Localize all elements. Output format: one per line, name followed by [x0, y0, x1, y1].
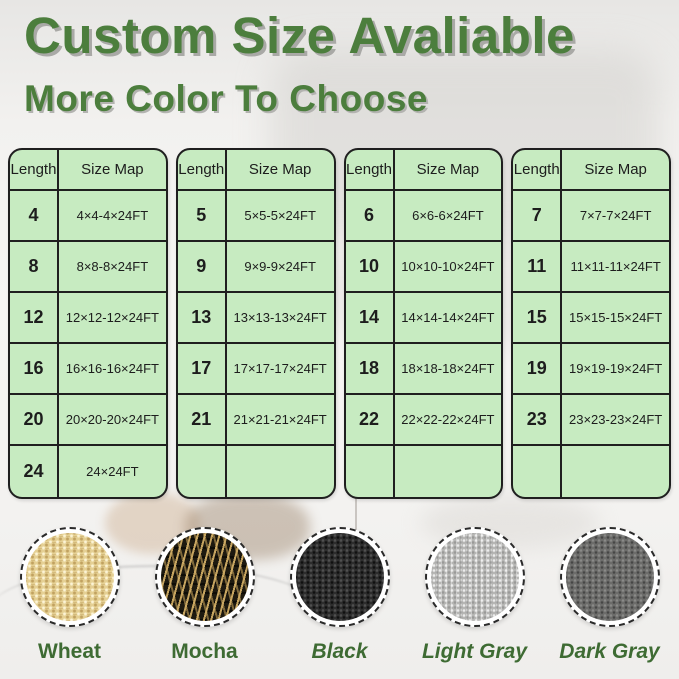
length-header-cell: Length — [10, 150, 59, 191]
page-title: Custom Size Avaliable — [24, 7, 575, 64]
swatch-label-black: Black — [311, 640, 368, 663]
length-cell: 22 — [345, 395, 395, 446]
length-header-cell: Length — [513, 150, 563, 191]
length-cell: 17 — [177, 344, 227, 395]
size-map-cell: 14×14-14×24FT — [394, 293, 502, 344]
dark-gray-fabric-texture — [565, 533, 654, 621]
size-map-cell: 7×7-7×24FT — [562, 191, 669, 242]
swatch-mocha: Mocha — [139, 527, 270, 664]
size-table: Length Size Map 5 5×5-5×24FT 9 9×9-9×24FT 13 13… — [175, 148, 336, 499]
length-cell: 15 — [513, 293, 563, 344]
dark-gray-fabric-circle — [559, 527, 660, 627]
light-gray-fabric-texture — [430, 533, 519, 621]
size-table: Length Size Map 6 6×6-6×24FT 10 10×10-10×24FT… — [343, 148, 504, 499]
size-map-cell: 9×9-9×24FT — [226, 242, 334, 293]
length-cell: 10 — [345, 242, 395, 293]
mocha-fabric-circle — [154, 527, 255, 627]
page-subtitle: More Color To Choose — [24, 78, 428, 119]
swatch-light-gray: Light Gray — [409, 527, 540, 664]
length-cell — [513, 446, 563, 497]
length-cell: 24 — [10, 446, 59, 497]
size-map-cell: 15×15-15×24FT — [562, 293, 669, 344]
length-cell: 4 — [10, 191, 59, 242]
size-map-cell: 20×20-20×24FT — [59, 395, 166, 446]
wheat-fabric-circle — [19, 527, 120, 627]
length-cell: 21 — [177, 395, 227, 446]
size-map-header-cell: Size Map — [562, 150, 669, 191]
swatch-label-light-gray: Light Gray — [421, 640, 527, 663]
length-header-cell: Length — [177, 150, 227, 191]
length-cell: 5 — [177, 191, 227, 242]
size-table: Length Size Map 7 7×7-7×24FT 11 11×11-11×24FT… — [511, 148, 671, 499]
size-tables: Length Size Map 4 4×4-4×24FT 8 8×8-8×24FT 12 12… — [8, 148, 671, 499]
size-map-cell: 21×21-21×24FT — [226, 395, 334, 446]
length-cell: 14 — [345, 293, 395, 344]
light-gray-fabric-circle — [424, 527, 525, 627]
size-map-cell: 6×6-6×24FT — [394, 191, 502, 242]
swatch-dark-gray: Dark Gray — [544, 527, 675, 664]
size-map-cell: 10×10-10×24FT — [394, 242, 502, 293]
size-map-cell: 13×13-13×24FT — [226, 293, 334, 344]
length-cell: 8 — [10, 242, 59, 293]
length-cell: 20 — [10, 395, 59, 446]
size-map-cell: 23×23-23×24FT — [562, 395, 669, 446]
length-cell: 7 — [513, 191, 563, 242]
length-cell: 19 — [513, 344, 563, 395]
length-cell: 9 — [177, 242, 227, 293]
size-map-cell — [395, 446, 502, 497]
length-cell: 11 — [513, 242, 563, 293]
size-map-cell: 24×24FT — [86, 464, 139, 479]
size-map-header-cell: Size Map — [226, 150, 334, 191]
size-table: Length Size Map 4 4×4-4×24FT 8 8×8-8×24FT 12 12… — [8, 148, 168, 499]
size-map-cell: 4×4-4×24FT — [59, 191, 166, 242]
mocha-fabric-texture — [160, 533, 249, 621]
length-cell: 6 — [345, 191, 395, 242]
size-map-cell: 5×5-5×24FT — [226, 191, 334, 242]
swatch-label-wheat: Wheat — [38, 640, 101, 663]
size-map-cell — [227, 446, 334, 497]
size-map-header-cell: Size Map — [59, 150, 166, 191]
swatch-wheat: Wheat — [4, 527, 135, 664]
size-map-cell: 19×19-19×24FT — [562, 344, 669, 395]
swatch-label-dark-gray: Dark Gray — [559, 640, 660, 663]
black-fabric-texture — [295, 533, 384, 621]
length-cell: 16 — [10, 344, 59, 395]
black-fabric-circle — [289, 527, 390, 627]
length-cell: 13 — [177, 293, 227, 344]
color-swatches: Wheat Mocha Black Light Gray Dark Gray — [0, 527, 679, 664]
size-map-cell — [562, 446, 669, 497]
size-map-cell: 12×12-12×24FT — [59, 293, 166, 344]
wheat-fabric-texture — [25, 533, 114, 621]
length-cell — [178, 446, 227, 497]
length-cell: 12 — [10, 293, 59, 344]
swatch-label-mocha: Mocha — [171, 640, 238, 663]
size-map-cell: 11×11-11×24FT — [562, 242, 669, 293]
size-map-cell: 17×17-17×24FT — [226, 344, 334, 395]
swatch-black: Black — [274, 527, 405, 664]
size-map-cell: 16×16-16×24FT — [59, 344, 166, 395]
length-cell: 18 — [345, 344, 395, 395]
length-cell — [346, 446, 395, 497]
size-map-header-cell: Size Map — [394, 150, 502, 191]
size-map-cell: 18×18-18×24FT — [394, 344, 502, 395]
size-map-cell: 22×22-22×24FT — [394, 395, 502, 446]
length-header-cell: Length — [345, 150, 395, 191]
size-map-cell: 8×8-8×24FT — [59, 242, 166, 293]
length-cell: 23 — [513, 395, 563, 446]
